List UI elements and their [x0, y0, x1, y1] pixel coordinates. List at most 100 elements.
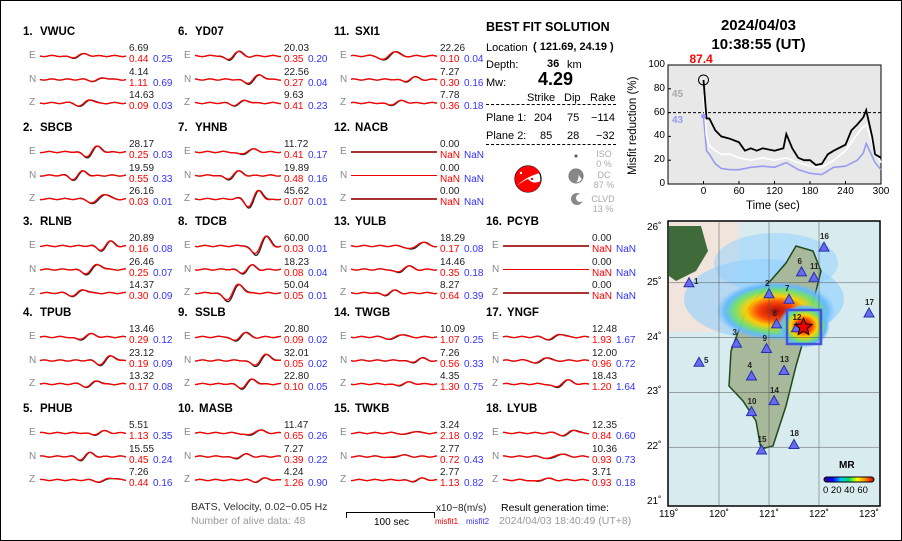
synthetic-trace	[39, 429, 127, 436]
colorbar-ticks: 0 20 40 60	[823, 485, 868, 496]
max-amplitude: 10.36	[592, 443, 618, 455]
table-bottom-rule	[486, 144, 616, 145]
time-scale-bar	[346, 512, 435, 518]
misfit2-value: 0.04	[308, 267, 328, 279]
clvd-value: 13 %	[592, 204, 614, 214]
station-map-label: 18	[790, 429, 799, 439]
station-map-label: 13	[780, 355, 789, 365]
synthetic-trace	[39, 451, 127, 461]
max-amplitude: 4.35	[440, 371, 460, 382]
synthetic-trace	[194, 477, 282, 483]
lon-tick-label: 119˚	[659, 509, 679, 520]
colorbar-title: MR	[839, 460, 855, 471]
component-label: E	[184, 240, 191, 251]
misfit2-value: 0.01	[308, 244, 328, 255]
plane2-label: Plane 2:	[486, 130, 527, 142]
synthetic-trace	[350, 357, 438, 363]
series2-value: 45	[672, 89, 684, 100]
misfit1-value: 0.25	[129, 150, 149, 161]
misfit2-value: 0.20	[308, 54, 328, 65]
misfit2-value: 0.02	[308, 335, 328, 346]
result-time: 2024/04/03 18:40:49 (UT+8)	[499, 515, 632, 527]
misfit2-value: 0.60	[616, 431, 636, 442]
station-name: MASB	[199, 403, 233, 415]
component-label: E	[184, 427, 191, 438]
misfit1-value: 0.03	[284, 244, 304, 255]
lon-tick-label: 121˚	[759, 509, 780, 520]
misfit2-value: NaN	[464, 173, 485, 185]
legend-misfit2: misfit2	[466, 517, 490, 526]
max-amplitude: 26.46	[129, 256, 155, 268]
misfit2-value: 0.18	[464, 267, 484, 279]
depth-unit: km	[567, 59, 582, 71]
misfit1-value: NaN	[592, 267, 613, 279]
station-id: 4.	[23, 307, 33, 319]
misfit1-value: 0.30	[440, 77, 460, 89]
epicenter-star-icon	[793, 316, 814, 336]
misfit1-value: 0.27	[284, 77, 304, 89]
max-amplitude: 7.78	[440, 90, 460, 101]
misfit2-value: 0.12	[153, 335, 173, 346]
lat-tick-label: 22˚	[647, 441, 662, 453]
component-label: E	[340, 50, 347, 61]
component-label: Z	[340, 287, 347, 298]
depth-label: Depth:	[486, 59, 519, 71]
synthetic-trace	[40, 145, 127, 158]
misfit2-value: 0.02	[308, 358, 328, 370]
misfit2-value: 0.08	[464, 244, 484, 255]
misfit1-value: NaN	[440, 197, 461, 208]
station-map-label: 17	[865, 297, 874, 307]
station-triangle-icon	[818, 241, 830, 252]
station-id: 9.	[178, 307, 188, 319]
lon-tick-label: 120˚	[709, 509, 730, 520]
max-amplitude: 11.47	[284, 420, 309, 431]
component-label: N	[492, 354, 500, 366]
col-rake: Rake	[590, 92, 616, 104]
synthetic-trace	[39, 380, 127, 388]
synthetic-trace	[39, 77, 127, 83]
max-amplitude: 14.46	[440, 256, 466, 268]
max-amplitude: 12.48	[592, 324, 618, 335]
misfit2-value: 0.33	[464, 358, 484, 370]
station-map-label: 15	[757, 434, 767, 444]
station-triangle-icon	[778, 364, 790, 375]
station-triangle-icon	[788, 438, 800, 449]
max-amplitude: 22.26	[440, 43, 466, 54]
station-id: 13.	[334, 216, 350, 228]
station-map-label: 2	[765, 278, 770, 288]
misfit1-value: 0.48	[284, 173, 304, 185]
y-tick-label: 100	[648, 59, 665, 70]
component-label: N	[29, 73, 37, 85]
misfit2-value: 0.35	[153, 431, 173, 442]
max-amplitude: 3.24	[440, 420, 460, 431]
station-map-label: 16	[820, 232, 829, 242]
misfit1-value: 0.29	[129, 335, 149, 346]
max-amplitude: 13.46	[129, 324, 155, 335]
max-amplitude: 0.00	[440, 162, 460, 174]
max-amplitude: 7.26	[129, 467, 149, 478]
misfit2-value: NaN	[464, 150, 485, 161]
station-id: 7.	[178, 122, 188, 134]
station-triangle-icon	[770, 317, 783, 329]
max-amplitude: 22.56	[284, 66, 310, 78]
component-label: Z	[29, 378, 36, 389]
component-label: N	[184, 73, 192, 85]
misfit2-value: 0.09	[153, 291, 173, 302]
x-tick-label: 120	[766, 186, 783, 197]
max-amplitude: 11.72	[284, 139, 309, 150]
misfit1-value: 0.10	[440, 54, 460, 65]
component-label: E	[29, 240, 36, 251]
max-amplitude: 7.27	[284, 443, 304, 455]
mw-label: Mw:	[486, 77, 507, 89]
station-triangle-icon	[693, 356, 705, 367]
component-label: Z	[29, 474, 36, 485]
synthetic-trace	[351, 454, 438, 459]
plane2-strike: 85	[540, 130, 553, 142]
component-label: Z	[184, 378, 191, 389]
synthetic-trace	[350, 51, 438, 60]
station-name: VWUC	[40, 26, 76, 38]
misfit1-value: 0.05	[284, 291, 304, 302]
